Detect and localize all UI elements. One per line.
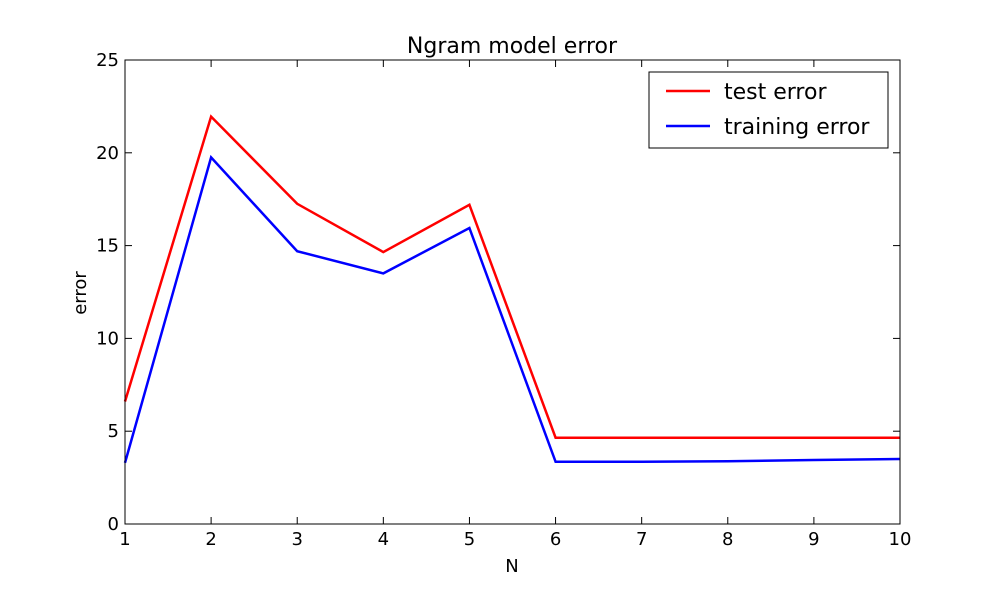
y-tick-label: 20 [96,143,119,164]
tick-layer: 1 2 3 4 5 6 7 8 9 10 0 5 10 15 20 25 [96,50,911,550]
y-tick-label: 25 [96,50,119,71]
chart-title: Ngram model error [407,34,618,59]
y-tick-label: 15 [96,236,119,257]
x-tick-label: 6 [550,529,561,550]
x-tick-label: 1 [119,529,130,550]
legend: test error training error [648,71,889,149]
x-tick-label: 10 [889,529,912,550]
x-tick-label: 9 [808,529,819,550]
y-tick-label: 5 [108,421,119,442]
series-layer [123,114,901,464]
x-tick-label: 5 [464,529,475,550]
legend-label-training-error: training error [724,115,870,140]
x-tick-label: 8 [722,529,733,550]
legend-box [648,71,889,149]
plot-frame [124,59,901,525]
y-tick-label: 0 [108,514,119,535]
x-tick-label: 7 [636,529,647,550]
y-axis-label: error [70,271,91,315]
x-tick-label: 3 [291,529,302,550]
x-tick-label: 2 [205,529,216,550]
series-line-test-error [123,114,900,439]
series-line-training-error [123,154,901,464]
x-axis-label: N [505,556,518,577]
legend-label-test-error: test error [724,80,827,105]
y-tick-label: 10 [96,328,119,349]
x-tick-label: 4 [378,529,389,550]
